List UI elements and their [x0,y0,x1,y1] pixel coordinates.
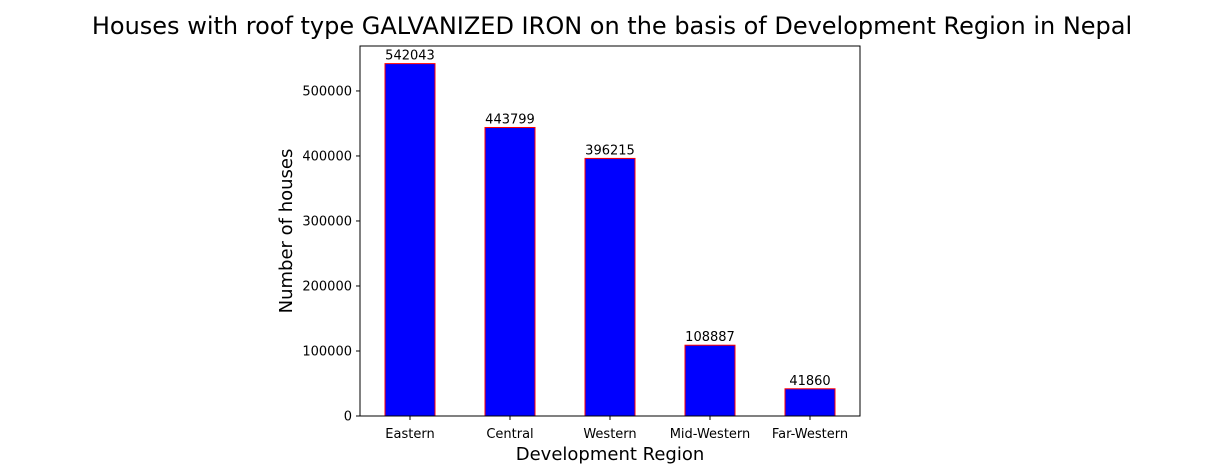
x-tick-label: Mid-Western [670,427,751,442]
bar-far-western [784,388,836,417]
data-label: 542043 [385,49,435,64]
data-label: 396215 [585,143,635,158]
x-tick-label: Western [583,427,636,442]
bars [384,63,836,417]
y-tick-label: 200000 [302,279,352,294]
bar-mid-western [684,344,736,417]
x-tick-label: Far-Western [772,427,848,442]
plot-area: 542043 443799 396215 108887 41860 0 100000 200… [302,45,861,442]
data-label: 108887 [685,330,735,345]
chart-title: Houses with roof type GALVANIZED IRON on… [92,12,1132,40]
bar-central [484,126,536,417]
data-label: 41860 [789,374,830,389]
data-labels: 542043 443799 396215 108887 41860 [385,49,831,389]
y-tick-label: 100000 [302,344,352,359]
x-axis-label: Development Region [516,444,705,465]
y-axis-ticks: 0 100000 200000 300000 400000 500000 [302,84,360,425]
y-tick-label: 500000 [302,84,352,99]
x-axis-ticks: Eastern Central Western Mid-Western Far-West… [385,416,848,442]
bar-western [584,157,636,417]
x-tick-label: Eastern [385,427,434,442]
y-tick-label: 400000 [302,149,352,164]
data-label: 443799 [485,112,535,127]
bar-eastern [384,63,436,417]
y-axis-label: Number of houses [276,149,297,314]
y-tick-label: 0 [344,410,352,425]
x-tick-label: Central [486,427,533,442]
y-tick-label: 300000 [302,214,352,229]
